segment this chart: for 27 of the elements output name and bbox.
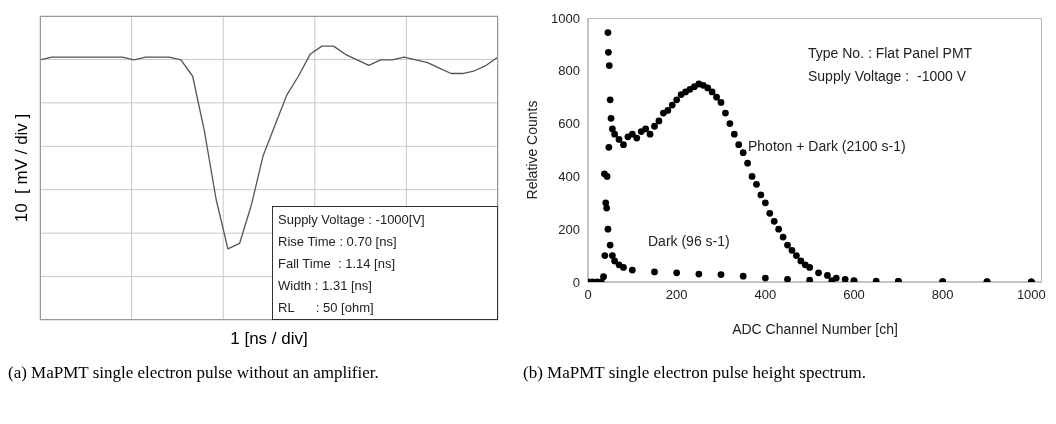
annotation: Rise Time : 0.70 [ns]: [278, 233, 398, 251]
x-axis-title: 1 [ns / div]: [230, 329, 308, 348]
x-tick-label: 200: [665, 287, 688, 303]
x-tick-label: 400: [754, 287, 777, 303]
annotation: Supply Voltage : -1000[V]: [278, 211, 426, 229]
y-tick-label: 200: [558, 221, 580, 237]
annotation: Fall Time : 1.14 [ns]: [278, 255, 397, 273]
y-tick-label: 0: [572, 274, 580, 290]
series-label: Photon + Dark (2100 s-1): [748, 138, 906, 154]
x-tick-label: 600: [843, 287, 865, 303]
text: (b) MaPMT single electron pulse height spectrum.: [523, 362, 867, 383]
y-tick-label: 600: [558, 116, 580, 132]
x-tick-label: 1000: [1016, 287, 1046, 303]
y-tick-label: 400: [558, 169, 580, 185]
annotation: Type No. : Flat Panel PMT: [808, 44, 973, 63]
x-axis-title: ADC Channel Number [ch]: [732, 321, 898, 337]
y-axis-title: Relative Counts: [523, 100, 540, 200]
x-tick-label: 800: [931, 287, 954, 303]
annotation: Width : 1.31 [ns]: [278, 277, 373, 295]
y-axis-title: 10 [ mV / div ]: [12, 113, 32, 223]
y-tick-label: 800: [558, 63, 580, 79]
y-tick-label: 1000: [551, 10, 580, 26]
annotation: Supply Voltage : -1000 V: [808, 67, 967, 86]
series-label: Dark (96 s-1): [648, 233, 730, 249]
x-tick-label: 0: [584, 287, 592, 303]
annotation: RL : 50 [ohm]: [278, 299, 375, 317]
text: (a) MaPMT single electron pulse without an amplifier.: [8, 362, 380, 383]
